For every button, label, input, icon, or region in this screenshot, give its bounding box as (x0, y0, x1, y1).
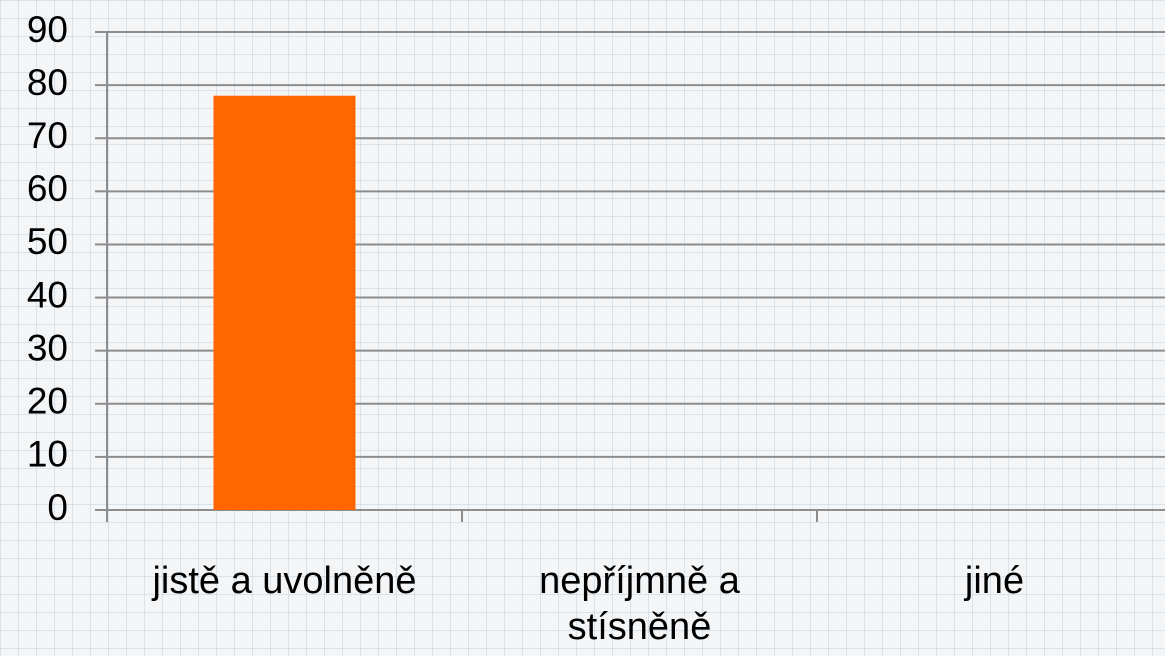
y-tick-label: 40 (27, 274, 68, 315)
x-tick-label: jistě a uvolněně (152, 560, 417, 602)
y-tick-label: 20 (27, 381, 68, 422)
y-tick-label: 80 (27, 62, 68, 103)
bar (213, 95, 356, 510)
y-tick-label: 50 (27, 221, 68, 262)
y-tick-label: 70 (27, 115, 68, 156)
x-tick-label: jiné (964, 560, 1025, 602)
y-tick-label: 0 (47, 487, 68, 528)
y-tick-label: 90 (27, 9, 68, 50)
y-tick-label: 10 (27, 434, 68, 475)
y-tick-label: 30 (27, 327, 68, 368)
x-tick-label: nepříjmně a stísněně (539, 560, 740, 648)
y-tick-label: 60 (27, 168, 68, 209)
